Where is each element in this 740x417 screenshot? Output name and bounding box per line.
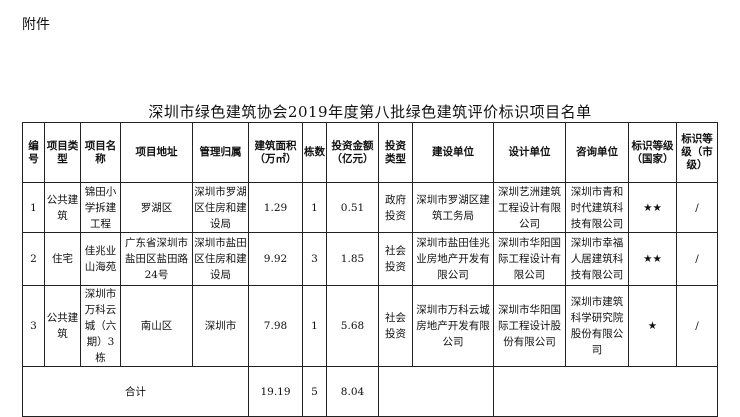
table-cell: 7.98 xyxy=(248,285,303,367)
table-cell: 社会投资 xyxy=(378,232,413,286)
header-cell: 建筑面积（万㎡） xyxy=(248,122,303,183)
table-cell: 深圳市罗湖区建筑工务局 xyxy=(412,182,494,233)
table-cell: 3 xyxy=(302,232,327,286)
header-cell: 设计单位 xyxy=(493,122,566,183)
project-list-table: 编号 项目类型 项目名称 项目地址 管理归属 建筑面积（万㎡） 栋数 投资金额（… xyxy=(22,122,718,417)
table-cell: 深圳艺洲建筑工程设计有限公司 xyxy=(493,182,566,233)
empty-cell xyxy=(378,366,494,417)
header-row: 编号 项目类型 项目名称 项目地址 管理归属 建筑面积（万㎡） 栋数 投资金额（… xyxy=(22,122,718,183)
table-cell: 深圳市 xyxy=(192,285,249,367)
table-cell: 广东省深圳市盐田区盐田路24号 xyxy=(120,232,193,286)
table-cell: 1.29 xyxy=(248,182,303,233)
header-cell: 编号 xyxy=(22,122,45,183)
table-cell: 深圳市建筑科学研究院股份有限公司 xyxy=(565,285,629,367)
header-cell: 项目类型 xyxy=(44,122,81,183)
table-cell: 公共建筑 xyxy=(44,285,81,367)
table-cell: 政府投资 xyxy=(378,182,413,233)
header-cell: 投资金额（亿元） xyxy=(326,122,379,183)
table-row: 3 公共建筑 深圳市万科云城（六期）3栋 南山区 深圳市 7.98 1 5.68 社会投资 深圳市… xyxy=(22,285,718,367)
table-cell: 1.85 xyxy=(326,232,379,286)
table-cell: ★★ xyxy=(628,232,677,286)
table-cell: 1 xyxy=(302,182,327,233)
header-cell: 咨询单位 xyxy=(565,122,629,183)
table-row: 1 公共建筑 锦田小学拆建工程 罗湖区 深圳市罗湖区住房和建设局 1.29 1 0.51 政府投… xyxy=(22,182,718,233)
table-cell: 3 xyxy=(22,285,45,367)
table-cell: 2 xyxy=(22,232,45,286)
empty-cell xyxy=(493,366,718,417)
header-cell: 投资类型 xyxy=(378,122,413,183)
table-cell: 1 xyxy=(22,182,45,233)
header-cell: 管理归属 xyxy=(192,122,249,183)
table-cell: 深圳市万科云城（六期）3栋 xyxy=(80,285,121,367)
header-cell: 建设单位 xyxy=(412,122,494,183)
table-cell: 1 xyxy=(302,285,327,367)
table-cell: 深圳市盐田区住房和建设局 xyxy=(192,232,249,286)
header-cell: 栋数 xyxy=(302,122,327,183)
table-cell: 深圳市华阳国际工程设计有限公司 xyxy=(493,232,566,286)
table-cell: 深圳市万科云城房地产开发有限公司 xyxy=(412,285,494,367)
table-cell: ★★ xyxy=(628,182,677,233)
attachment-label: 附件 xyxy=(22,17,50,33)
total-investment: 8.04 xyxy=(326,366,379,417)
header-cell: 项目地址 xyxy=(120,122,193,183)
total-label: 合计 xyxy=(22,366,249,417)
table-cell: / xyxy=(676,285,718,367)
table-cell: / xyxy=(676,232,718,286)
table-cell: 5.68 xyxy=(326,285,379,367)
table-cell: 深圳市华阳国际工程设计股份有限公司 xyxy=(493,285,566,367)
table-cell: 南山区 xyxy=(120,285,193,367)
document-title: 深圳市绿色建筑协会2019年度第八批绿色建筑评价标识项目名单 xyxy=(148,103,592,121)
header-cell: 标识等级（市级） xyxy=(676,122,718,183)
table-cell: 佳兆业山海苑 xyxy=(80,232,121,286)
table-cell: ★ xyxy=(628,285,677,367)
table-cell: 罗湖区 xyxy=(120,182,193,233)
total-count: 5 xyxy=(302,366,327,417)
table-cell: 深圳市罗湖区住房和建设局 xyxy=(192,182,249,233)
header-cell: 项目名称 xyxy=(80,122,121,183)
table-cell: 深圳市青和时代建筑科技有限公司 xyxy=(565,182,629,233)
table-cell: 锦田小学拆建工程 xyxy=(80,182,121,233)
table-cell: 深圳市盐田佳兆业房地产开发有限公司 xyxy=(412,232,494,286)
table-cell: / xyxy=(676,182,718,233)
table-cell: 0.51 xyxy=(326,182,379,233)
total-row: 合计 19.19 5 8.04 xyxy=(22,366,718,417)
table-cell: 深圳市幸福人居建筑科技有限公司 xyxy=(565,232,629,286)
table-row: 2 住宅 佳兆业山海苑 广东省深圳市盐田区盐田路24号 深圳市盐田区住房和建设局 9.92… xyxy=(22,232,718,286)
table-cell: 9.92 xyxy=(248,232,303,286)
table-cell: 公共建筑 xyxy=(44,182,81,233)
table-cell: 社会投资 xyxy=(378,285,413,367)
header-cell: 标识等级（国家） xyxy=(628,122,677,183)
total-area: 19.19 xyxy=(248,366,303,417)
table-cell: 住宅 xyxy=(44,232,81,286)
